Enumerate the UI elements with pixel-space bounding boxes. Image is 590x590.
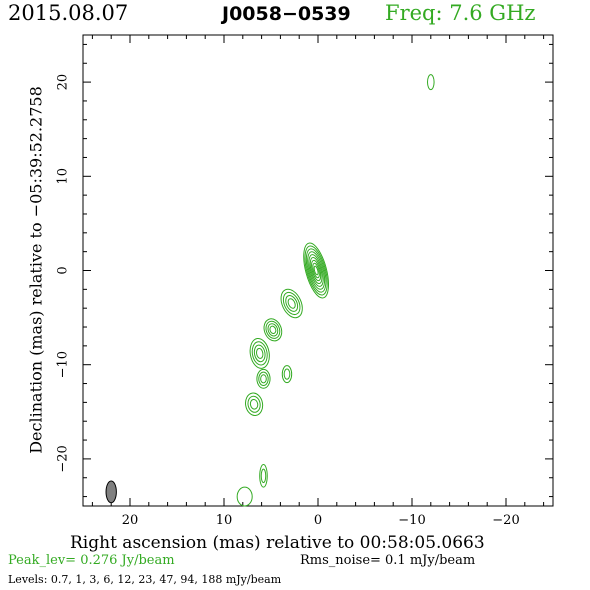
core-contour xyxy=(303,242,329,299)
jet-contour xyxy=(260,374,267,384)
contour-levels: Levels: 0.7, 1, 3, 6, 12, 23, 47, 94, 18… xyxy=(8,573,282,586)
core-contour xyxy=(311,259,322,282)
y-tick-label: 10 xyxy=(56,168,71,185)
x-axis-label: Right ascension (mas) relative to 00:58:… xyxy=(70,533,485,553)
y-tick-label: 20 xyxy=(56,74,71,91)
y-tick-label: −20 xyxy=(56,445,71,472)
core-contour xyxy=(312,262,320,279)
jet-contour xyxy=(280,288,303,319)
beam-ellipse xyxy=(105,480,117,504)
core-contour xyxy=(308,254,324,287)
jet-contour xyxy=(267,323,279,337)
jet-contour xyxy=(427,74,435,91)
contours xyxy=(236,74,435,507)
jet-contour xyxy=(285,295,299,312)
core-contour xyxy=(307,251,326,290)
axis-tick-labels: 20 10 0 −10 −20 20 10 0 −10 −20 xyxy=(56,74,520,528)
rms-noise: Rms_noise= 0.1 mJy/beam xyxy=(300,553,476,568)
core-contour xyxy=(304,245,328,296)
y-axis-label: Declination (mas) relative to −05:39:52.… xyxy=(26,86,46,454)
jet-contour xyxy=(287,298,296,309)
jet-contour xyxy=(253,344,266,363)
jet-contour xyxy=(263,318,283,342)
peak-level: Peak_lev= 0.276 Jy/beam xyxy=(8,553,175,568)
core-contour xyxy=(305,248,327,293)
jet-contour xyxy=(245,392,264,416)
jet-contour xyxy=(247,395,261,413)
epoch-date: 2015.08.07 xyxy=(8,1,129,25)
jet-contour xyxy=(256,368,271,389)
jet-contour xyxy=(282,291,301,316)
core-contour xyxy=(309,257,323,284)
core-contour xyxy=(313,265,319,276)
jet-contour xyxy=(265,320,281,339)
x-tick-label: 20 xyxy=(122,513,139,528)
jet-contour xyxy=(258,371,269,387)
x-tick-label: 10 xyxy=(216,513,233,528)
jet-contour xyxy=(256,347,264,359)
jet-contour xyxy=(251,341,268,366)
jet-contour xyxy=(260,468,267,484)
jet-contour xyxy=(259,464,268,488)
x-tick-label: −20 xyxy=(492,513,519,528)
jet-contour xyxy=(269,325,277,335)
beam-shape xyxy=(105,480,117,504)
y-tick-label: 0 xyxy=(56,266,71,274)
y-tick-label: −10 xyxy=(56,351,71,378)
jet-contour xyxy=(249,337,270,369)
x-tick-label: −10 xyxy=(398,513,425,528)
jet-contour xyxy=(283,368,291,380)
source-name: J0058−0539 xyxy=(222,3,351,25)
jet-contour xyxy=(281,365,293,384)
frequency-label: Freq: 7.6 GHz xyxy=(385,1,536,25)
jet-contour xyxy=(249,398,259,410)
axis-ticks xyxy=(83,35,553,506)
x-tick-label: 0 xyxy=(314,513,322,528)
jet-contour xyxy=(236,486,253,507)
